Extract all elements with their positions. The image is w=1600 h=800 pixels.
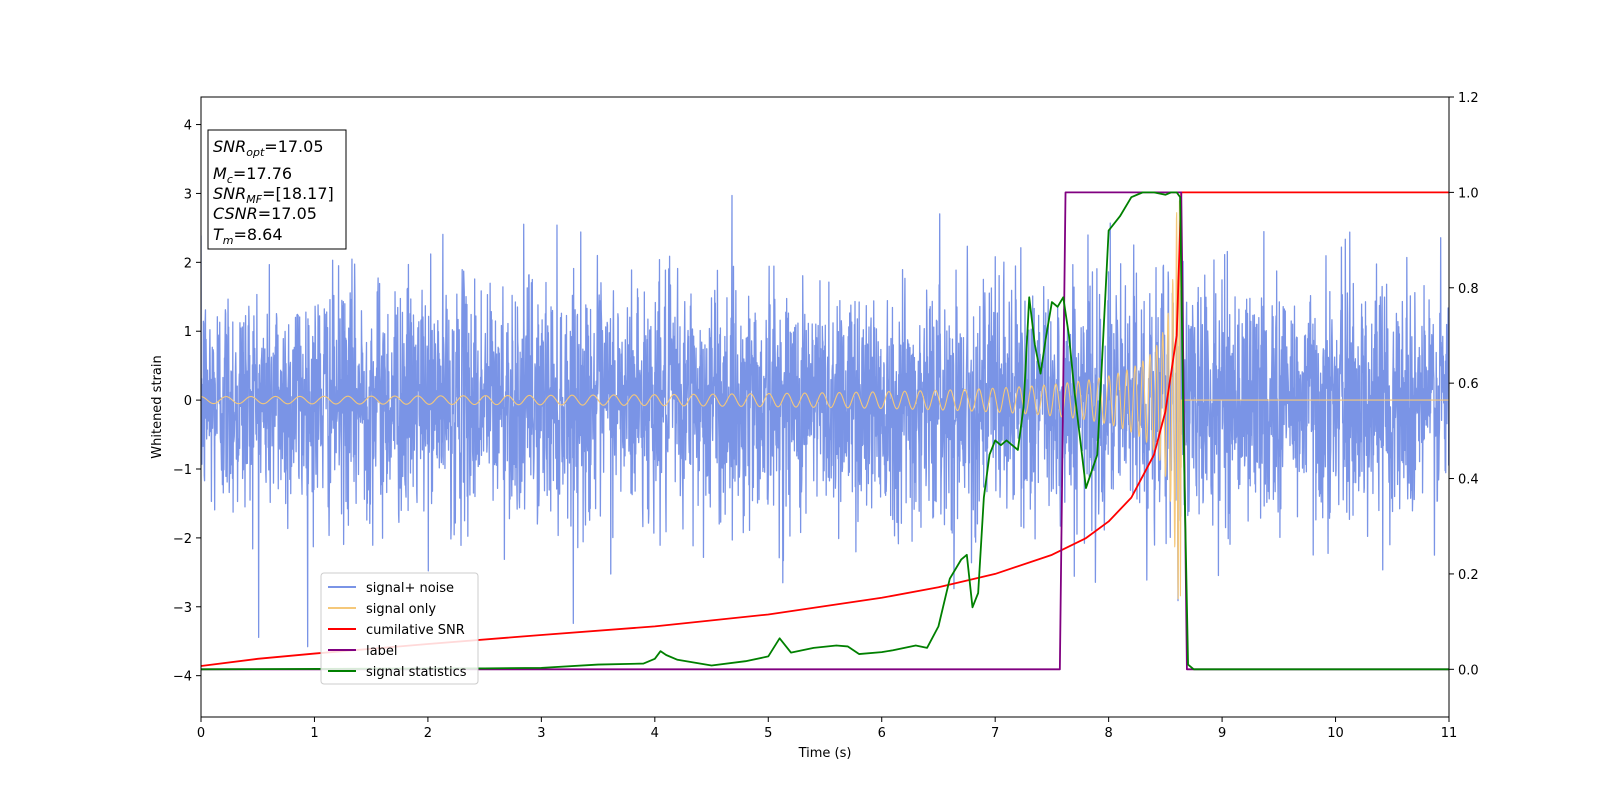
legend-label: label <box>366 644 397 659</box>
info-box-frame <box>207 129 347 250</box>
right-y-tick-label: 0.6 <box>1458 377 1479 392</box>
x-tick-label: 10 <box>1327 726 1344 741</box>
legend-label: signal+ noise <box>366 581 454 596</box>
right-y-tick-label: 0.4 <box>1458 473 1479 488</box>
x-tick-label: 9 <box>1218 726 1226 741</box>
x-tick-label: 7 <box>991 726 999 741</box>
y-axis-label: Whitened strain <box>150 355 165 458</box>
y-tick-label: 0 <box>184 394 192 409</box>
y-tick-label: −4 <box>173 670 192 685</box>
y-tick-label: −3 <box>173 601 192 616</box>
x-tick-label: 6 <box>878 726 886 741</box>
series-line-signal-statistics <box>201 191 1449 671</box>
info-line: SNRopt=17.05 <box>213 137 324 159</box>
series-line-signal-noise <box>201 194 1449 648</box>
legend-label: cumilative SNR <box>366 623 465 638</box>
legend-frame <box>320 572 479 685</box>
x-tick-label: 8 <box>1104 726 1112 741</box>
x-tick-label: 1 <box>310 726 318 741</box>
info-box: SNRopt=17.05 Mc=17.76SNRMF=[18.17]CSNR=17… <box>207 129 347 250</box>
x-tick-label: 3 <box>537 726 545 741</box>
right-y-axis: 0.0 0.2 0.4 0.6 0.8 1.0 1.2 <box>1449 91 1479 678</box>
y-tick-label: 2 <box>184 256 192 271</box>
x-tick-label: 11 <box>1441 726 1458 741</box>
x-tick-label: 4 <box>651 726 659 741</box>
right-y-tick-label: 1.0 <box>1458 186 1479 201</box>
right-y-tick-label: 0.2 <box>1458 568 1479 583</box>
info-line: CSNR=17.05 <box>213 204 317 223</box>
legend-label: signal statistics <box>366 665 467 680</box>
plot-frame <box>200 96 1450 718</box>
y-tick-label: −2 <box>173 532 192 547</box>
info-line: SNRMF=[18.17] <box>213 184 334 206</box>
info-line: Tm=8.64 <box>213 225 283 247</box>
info-line: Mc=17.76 <box>213 164 292 186</box>
series-line-signal-only <box>201 200 1449 600</box>
legend: signal+ noise signal only cumilative SNR la… <box>320 572 479 685</box>
legend-label: signal only <box>366 602 436 617</box>
left-y-axis: −4 −3 −2 −1 0 1 2 3 4 <box>173 119 201 685</box>
x-axis-label: Time (s) <box>798 746 852 761</box>
x-tick-label: 0 <box>197 726 205 741</box>
right-y-tick-label: 1.2 <box>1458 91 1479 106</box>
y-tick-label: 3 <box>184 187 192 202</box>
y-tick-label: 4 <box>184 119 192 134</box>
right-y-tick-label: 0.0 <box>1458 663 1479 678</box>
x-tick-label: 5 <box>764 726 772 741</box>
x-axis: 0 1 2 3 4 5 6 7 8 9 10 11 <box>197 717 1457 741</box>
right-y-tick-label: 0.8 <box>1458 282 1479 297</box>
x-tick-label: 2 <box>424 726 432 741</box>
y-tick-label: 1 <box>184 325 192 340</box>
y-tick-label: −1 <box>173 463 192 478</box>
